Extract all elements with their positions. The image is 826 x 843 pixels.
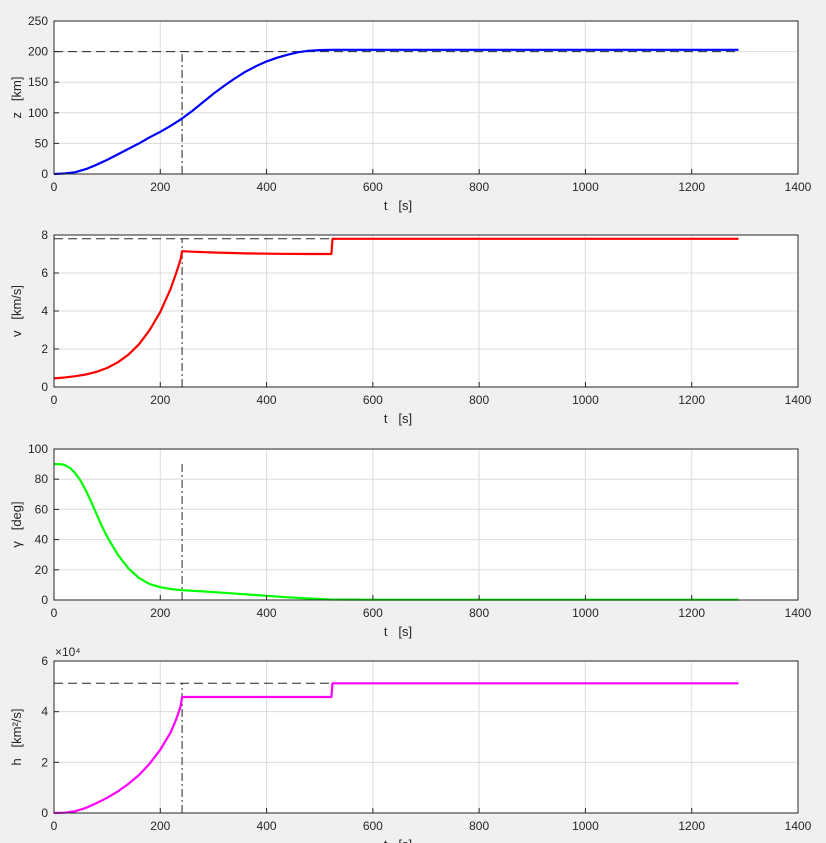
y-axis-label: v [km/s]: [9, 285, 24, 337]
x-tick-label: 400: [257, 606, 277, 620]
x-tick-label: 1200: [678, 606, 705, 620]
x-tick-label: 0: [51, 393, 58, 407]
x-tick-label: 800: [469, 819, 489, 833]
x-tick-label: 1400: [785, 393, 812, 407]
series-line-1: [53, 682, 739, 815]
y-tick-label: 80: [35, 472, 49, 486]
y-tick-label: 4: [41, 705, 48, 719]
y-tick-label: 6: [41, 266, 48, 280]
subplot-4: 0 200 400 600 800 1000 1200 1400 0 2 4 6 t [s] h [km²…: [9, 645, 812, 843]
y-tick-label: 250: [28, 14, 48, 28]
subplot-2: 0 200 400 600 800 1000 1200 1400 0 2 4 6 8 t [s] v [km…: [9, 228, 812, 426]
y-tick-label: 100: [28, 106, 48, 120]
y-exponent-label: ×10⁴: [55, 645, 81, 659]
y-tick-label: 50: [35, 136, 49, 150]
x-axis-label: t [s]: [384, 624, 412, 639]
y-tick-label: 40: [35, 533, 49, 547]
x-tick-label: 0: [51, 180, 58, 194]
x-tick-label: 200: [150, 180, 170, 194]
x-tick-label: 1400: [785, 819, 812, 833]
y-tick-label: 2: [41, 755, 48, 769]
x-axis-label: t [s]: [384, 198, 412, 213]
x-tick-label: 1200: [678, 819, 705, 833]
y-tick-label: 150: [28, 75, 48, 89]
x-tick-label: 200: [150, 819, 170, 833]
x-tick-label: 1400: [785, 180, 812, 194]
x-tick-label: 1000: [572, 819, 599, 833]
y-tick-label: 0: [41, 380, 48, 394]
x-tick-label: 1000: [572, 606, 599, 620]
axes-box: [53, 660, 799, 814]
y-tick-label: 100: [28, 442, 48, 456]
y-axis-label: h [km²/s]: [9, 708, 24, 765]
x-tick-label: 400: [257, 180, 277, 194]
y-tick-label: 2: [41, 342, 48, 356]
x-tick-label: 800: [469, 393, 489, 407]
x-tick-label: 0: [51, 819, 58, 833]
plot-area: [54, 661, 798, 813]
y-axis-label: γ [deg]: [9, 501, 24, 547]
x-tick-label: 1200: [678, 393, 705, 407]
x-tick-label: 600: [363, 180, 383, 194]
x-tick-label: 0: [51, 606, 58, 620]
y-tick-label: 8: [41, 228, 48, 242]
y-tick-label: 4: [41, 304, 48, 318]
x-tick-label: 800: [469, 606, 489, 620]
x-axis-label: t [s]: [384, 837, 412, 843]
x-tick-label: 400: [257, 819, 277, 833]
y-tick-label: 0: [41, 593, 48, 607]
plot-area: [54, 449, 798, 600]
y-axis-label: z [km]: [9, 77, 24, 119]
series-line-1: [53, 48, 739, 176]
y-tick-label: 20: [35, 563, 49, 577]
x-tick-label: 200: [150, 393, 170, 407]
y-tick-label: 6: [41, 654, 48, 668]
x-tick-label: 600: [363, 606, 383, 620]
x-axis-label: t [s]: [384, 411, 412, 426]
plot-area: [54, 21, 798, 174]
axes-box: [53, 448, 799, 601]
x-tick-label: 1000: [572, 393, 599, 407]
series-line-1: [53, 237, 739, 380]
subplot-3: 0 200 400 600 800 1000 1200 1400 0 20 40 60 80 100 t […: [9, 442, 812, 639]
x-tick-label: 400: [257, 393, 277, 407]
y-tick-label: 0: [41, 167, 48, 181]
axes-box: [53, 20, 799, 175]
y-tick-label: 0: [41, 806, 48, 820]
x-tick-label: 200: [150, 606, 170, 620]
x-tick-label: 1200: [678, 180, 705, 194]
x-tick-label: 1400: [785, 606, 812, 620]
y-tick-label: 200: [28, 45, 48, 59]
x-tick-label: 1000: [572, 180, 599, 194]
subplot-1: 0 200 400 600 800 1000 1200 1400 0 50 100 150 200 250…: [9, 14, 812, 213]
x-tick-label: 800: [469, 180, 489, 194]
y-tick-label: 60: [35, 502, 49, 516]
x-tick-label: 600: [363, 393, 383, 407]
x-tick-label: 600: [363, 819, 383, 833]
